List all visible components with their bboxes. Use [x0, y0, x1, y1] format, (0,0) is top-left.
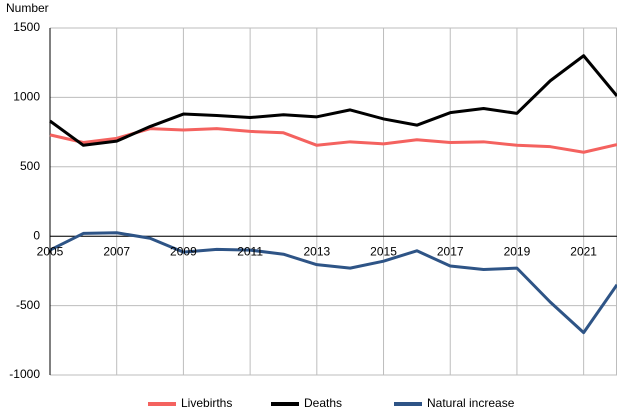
y-axis-label: Number	[6, 1, 49, 15]
x-tick-label: 2015	[370, 244, 397, 258]
legend-label: Natural increase	[427, 396, 515, 410]
y-tick-label: -500	[16, 298, 40, 312]
y-tick-label: 0	[33, 228, 40, 242]
series-line	[49, 54, 617, 147]
y-tick-label: -1000	[9, 367, 40, 381]
x-tick-label: 2021	[570, 244, 597, 258]
y-tick-label: 1500	[13, 20, 40, 34]
y-tick-label: 1000	[13, 90, 40, 104]
x-tick-label: 2007	[103, 244, 130, 258]
y-tick-label: 500	[20, 159, 40, 173]
series-line	[49, 231, 617, 335]
x-tick-label: 2009	[170, 244, 197, 258]
x-tick-label: 2019	[504, 244, 531, 258]
legend-label: Deaths	[304, 396, 342, 410]
legend-label: Livebirths	[181, 396, 232, 410]
x-tick-label: 2005	[37, 244, 64, 258]
x-tick-label: 2011	[237, 244, 263, 258]
x-tick-label: 2017	[437, 244, 464, 258]
x-tick-label: 2013	[303, 244, 330, 258]
